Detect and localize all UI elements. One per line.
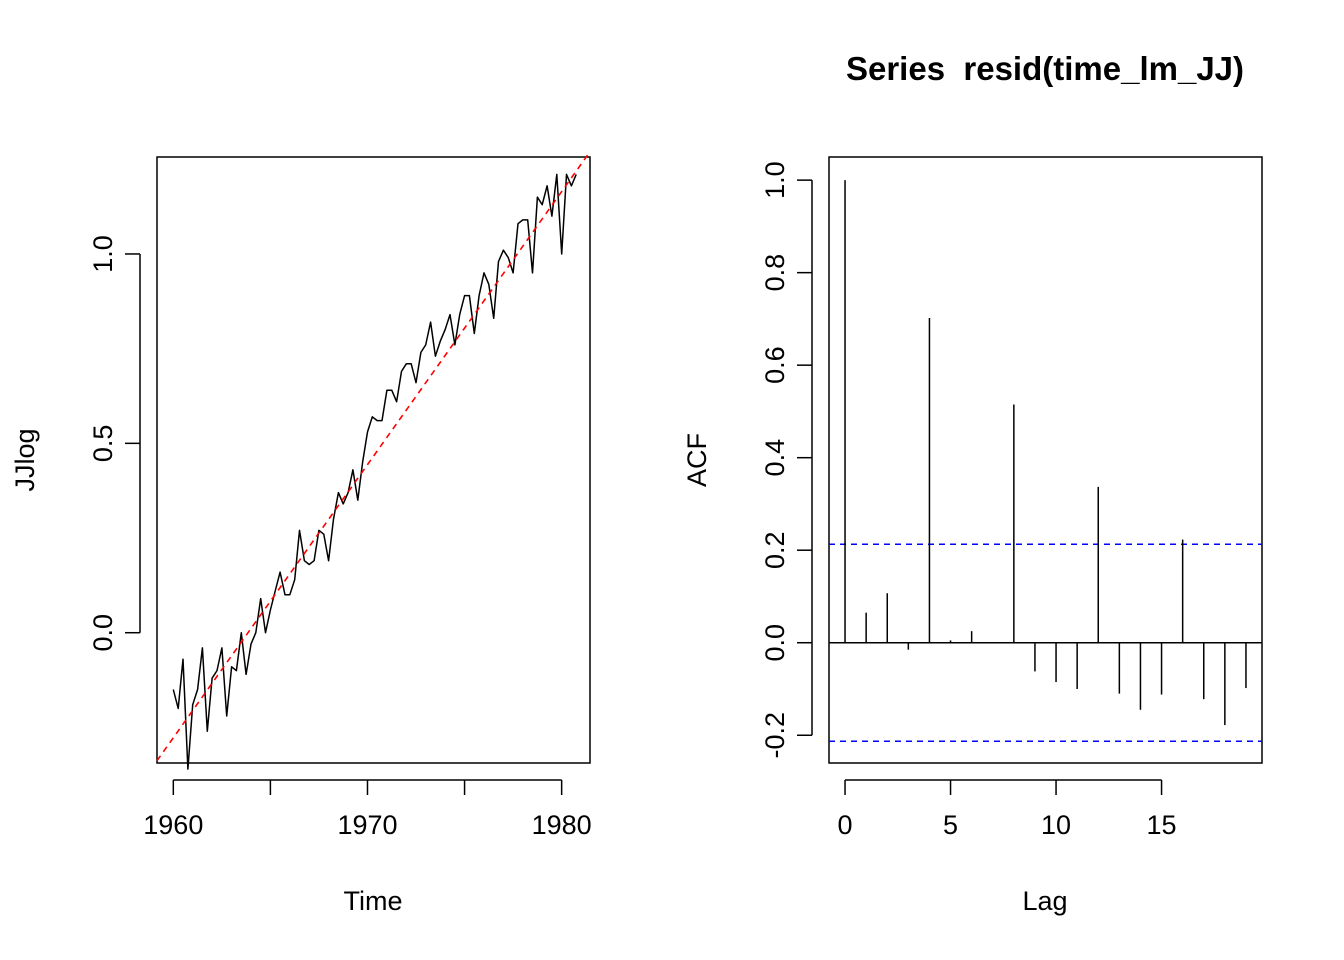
series-line: [172, 173, 577, 770]
y-tick-label-right: 0.6: [760, 346, 790, 384]
right-panel-acf: Series resid(time_lm_JJ) 0 5 10 15 -0.2 0.0 0…: [682, 50, 1263, 916]
y-tick-label-left: 0.0: [88, 614, 118, 652]
x-tick-label-left: 1970: [337, 810, 397, 840]
x-tick-label-right: 15: [1147, 810, 1177, 840]
plot-area-left: [156, 151, 591, 770]
x-tick-label-left: 1980: [532, 810, 592, 840]
plot-box-right: [828, 156, 1263, 764]
x-tick-label-right: 0: [838, 810, 853, 840]
x-axis-left: 1960 1970 1980: [143, 779, 592, 840]
left-panel-time-series: 1960 1970 1980 0.0 0.5 1.0 Time JJlog: [10, 151, 592, 916]
trend-line: [156, 151, 591, 762]
y-axis-label-left: JJlog: [10, 428, 40, 491]
x-tick-label-right: 5: [943, 810, 958, 840]
x-axis-label-left: Time: [344, 886, 403, 916]
x-tick-label-right: 10: [1041, 810, 1071, 840]
y-tick-label-right: 0.0: [760, 624, 790, 662]
y-tick-label-right: 1.0: [760, 161, 790, 199]
y-axis-left: 0.0 0.5 1.0: [88, 235, 141, 652]
y-tick-label-right: -0.2: [760, 712, 790, 759]
y-axis-label-right: ACF: [682, 433, 712, 487]
y-tick-label-left: 1.0: [88, 235, 118, 273]
y-axis-right: -0.2 0.0 0.2 0.4 0.6 0.8 1.0: [760, 161, 813, 759]
y-tick-label-right: 0.8: [760, 254, 790, 292]
x-tick-label-left: 1960: [143, 810, 203, 840]
plot-area-right: [829, 180, 1262, 743]
chart-title-acf: Series resid(time_lm_JJ): [846, 50, 1244, 87]
plot-box-left: [156, 156, 591, 764]
y-tick-label-left: 0.5: [88, 425, 118, 463]
x-axis-label-right: Lag: [1022, 886, 1067, 916]
x-axis-right: 0 5 10 15: [838, 779, 1177, 840]
y-tick-label-right: 0.4: [760, 439, 790, 477]
y-tick-label-right: 0.2: [760, 531, 790, 569]
